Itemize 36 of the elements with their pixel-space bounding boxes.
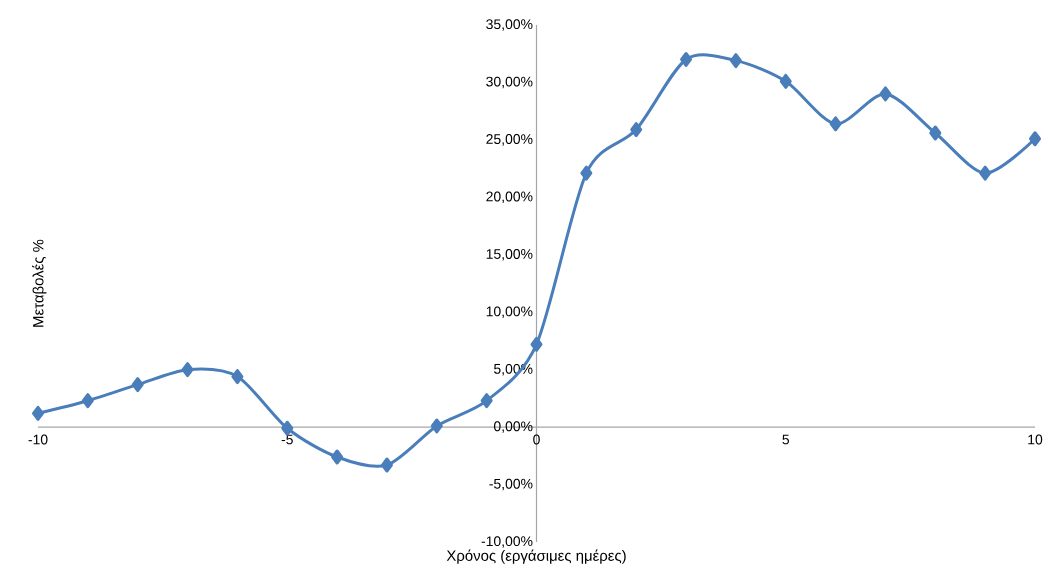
point bbox=[680, 51, 693, 67]
point bbox=[430, 418, 443, 434]
y-tick-label: 15,00% bbox=[486, 249, 533, 261]
point bbox=[779, 73, 792, 89]
y-tick-label: 25,00% bbox=[486, 134, 533, 146]
x-tick-label: 0 bbox=[533, 434, 540, 445]
point bbox=[1029, 131, 1042, 147]
point bbox=[979, 165, 992, 181]
point bbox=[181, 362, 194, 378]
point bbox=[380, 457, 393, 473]
point bbox=[829, 116, 842, 132]
x-tick-label: -5 bbox=[281, 434, 293, 445]
x-tick-label: -10 bbox=[28, 434, 48, 445]
point bbox=[331, 449, 344, 465]
x-axis-title: Χρόνος (εργάσιμες ημέρες) bbox=[446, 549, 626, 564]
point bbox=[131, 377, 144, 393]
point bbox=[32, 405, 44, 421]
y-tick-label: 20,00% bbox=[486, 191, 533, 204]
point bbox=[729, 53, 742, 69]
point bbox=[231, 369, 244, 385]
point bbox=[630, 122, 643, 138]
point bbox=[480, 393, 493, 409]
y-tick-label: 30,00% bbox=[486, 76, 533, 89]
point bbox=[530, 336, 543, 352]
x-tick-label: 10 bbox=[1028, 434, 1043, 445]
point bbox=[81, 393, 94, 409]
point bbox=[879, 86, 892, 102]
y-tick-label: 0,00% bbox=[493, 421, 533, 433]
y-tick-label: -5,00% bbox=[489, 478, 533, 491]
x-tick-label: 5 bbox=[782, 434, 790, 445]
y-tick-label: -10,00% bbox=[481, 536, 533, 548]
point bbox=[929, 125, 942, 141]
y-tick-label: 10,00% bbox=[486, 306, 533, 318]
point bbox=[580, 165, 593, 181]
y-axis-title: Μεταβολές % bbox=[32, 239, 47, 327]
y-tick-label: 35,00% bbox=[486, 19, 533, 31]
